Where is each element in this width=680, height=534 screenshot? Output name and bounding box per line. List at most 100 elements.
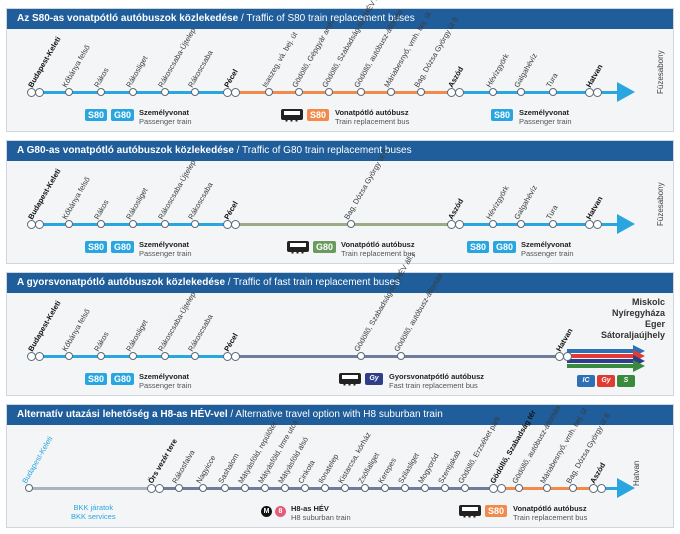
legend-bkk: BKK járatok BKK services <box>71 503 116 521</box>
station-node <box>562 351 572 361</box>
legend-train-east-en: Passenger train <box>521 249 574 258</box>
station-node <box>441 484 449 492</box>
station-label: Galgahévíz <box>512 183 539 221</box>
station-label: Aszód <box>446 65 466 89</box>
legend-train-east: Személyvonat Passenger train <box>519 108 572 126</box>
station-node <box>261 484 269 492</box>
train-badge-g80-east: G80 <box>493 241 517 253</box>
station-node <box>65 88 73 96</box>
legend-bus-en: Train replacement bus <box>513 513 588 522</box>
station-node <box>515 484 523 492</box>
station-label: Rákosliget <box>124 54 150 89</box>
station-node <box>129 88 137 96</box>
station-node <box>34 87 44 97</box>
station-node <box>321 484 329 492</box>
destination-label: Füzesabony <box>656 182 665 226</box>
station-label: Budapest-Keleti <box>26 299 63 353</box>
station-node <box>454 219 464 229</box>
station-node <box>496 483 506 493</box>
bus-badge-s80: S80 <box>307 109 330 121</box>
station-node <box>281 484 289 492</box>
panel-title-rest: / Traffic of G80 train replacement buses <box>233 145 412 156</box>
station-label: Pécel <box>222 67 240 89</box>
station-node <box>295 88 303 96</box>
legend-train-hu: Személyvonat <box>139 108 190 117</box>
legend-bus-hu: Vonatpótló autóbusz <box>513 504 587 513</box>
legend-train: Személyvonat Passenger train <box>139 108 192 126</box>
station-node <box>161 220 169 228</box>
direction-arrow <box>617 478 635 498</box>
station-label: Rákosliget <box>124 186 150 221</box>
station-node <box>97 352 105 360</box>
panel-h8-alternative: Alternatív utazási lehetőség a H8-as HÉV… <box>6 404 674 528</box>
bus-icon <box>339 373 361 386</box>
station-node <box>199 484 207 492</box>
station-node <box>461 484 469 492</box>
bus-icon <box>459 505 481 518</box>
train-badge-s80: S80 <box>85 241 108 253</box>
panel-title: A gyorsvonatpótló autóbuszok közlekedése… <box>7 273 673 293</box>
legend-bus-en: Train replacement bus <box>335 117 410 126</box>
station-label: Tura <box>544 71 560 89</box>
panel-fast-train: A gyorsvonatpótló autóbuszok közlekedése… <box>6 251 674 396</box>
train-badge-g80: G80 <box>111 109 135 121</box>
panel-title-bold: A gyorsvonatpótló autóbuszok közlekedése <box>17 277 226 288</box>
panel-title-rest: / Traffic of S80 train replacement buses <box>238 13 415 24</box>
legend-h8-en: H8 suburban train <box>291 513 351 522</box>
train-badge-s80-east: S80 <box>467 241 490 253</box>
train-badge-g80: G80 <box>111 241 135 253</box>
station-node <box>341 484 349 492</box>
legend-fast-bus-hu: Gyorsvonatpótló autóbusz <box>389 372 485 381</box>
station-node <box>549 88 557 96</box>
h8-icon: 8 <box>275 506 286 517</box>
station-node <box>592 219 602 229</box>
station-node <box>397 352 405 360</box>
station-node <box>129 220 137 228</box>
station-label: Pécel <box>222 331 240 353</box>
legend-train-hu: Személyvonat <box>139 372 190 381</box>
station-node <box>230 351 240 361</box>
fast-train-line <box>567 354 635 358</box>
destination-label: Füzesabony <box>656 50 665 94</box>
station-node <box>417 88 425 96</box>
direction-arrow <box>617 214 635 234</box>
city-label: Nyíregyháza <box>611 308 665 318</box>
station-node <box>191 88 199 96</box>
station-label: Rákosliget <box>124 318 150 353</box>
station-label: Hévízgyörk <box>484 52 511 89</box>
station-node <box>549 220 557 228</box>
panel-title-bold: A G80-as vonatpótló autóbuszok közlekedé… <box>17 145 234 156</box>
station-label: Rákoscsaba <box>186 312 215 353</box>
station-label: Aszód <box>588 461 608 485</box>
station-label: Pécel <box>222 199 240 221</box>
legend-bus: Vonatpótló autóbusz Train replacement bus <box>335 108 409 126</box>
station-node <box>161 352 169 360</box>
station-node <box>221 484 229 492</box>
station-label: Nagyicce <box>194 453 218 485</box>
fast-bus-badge: Gy <box>365 373 383 385</box>
panel-title: Alternatív utazási lehetőség a H8-as HÉV… <box>7 405 673 425</box>
station-node <box>381 484 389 492</box>
panel-s80: Az S80-as vonatpótló autóbuszok közleked… <box>6 0 674 132</box>
legend-bus: Vonatpótló autóbusz Train replacement bus <box>341 240 415 258</box>
legend-bkk-en: BKK services <box>71 512 116 521</box>
station-label: Hévízgyörk <box>484 184 511 221</box>
station-label: Cinkota <box>296 458 317 485</box>
destination-label: Hatvan <box>632 460 641 486</box>
station-node <box>454 87 464 97</box>
panel-g80: A G80-as vonatpótló autóbuszok közlekedé… <box>6 140 674 264</box>
legend-bus-hu: Vonatpótló autóbusz <box>335 108 409 117</box>
panel-title-bold: Az S80-as vonatpótló autóbuszok közleked… <box>17 13 239 24</box>
station-node <box>34 351 44 361</box>
station-label: Kőbánya felső <box>60 307 92 353</box>
panel-title-rest: / Traffic of fast train replacement buse… <box>225 277 400 288</box>
station-node <box>161 88 169 96</box>
panel-title: Az S80-as vonatpótló autóbuszok közleked… <box>7 9 673 29</box>
station-label: Tura <box>544 203 560 221</box>
bus-badge-s80: S80 <box>485 505 508 517</box>
station-label: Galgahévíz <box>512 51 539 89</box>
legend-train-east-hu: Személyvonat <box>521 240 572 249</box>
fast-train-line <box>567 349 635 353</box>
station-node <box>241 484 249 492</box>
